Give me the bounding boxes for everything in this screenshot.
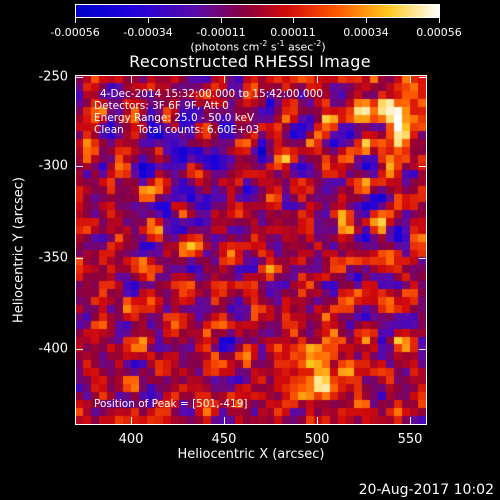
colorbar-tick-label: -0.00011 xyxy=(196,26,246,39)
y-axis-title: Heliocentric Y (arcsec) xyxy=(11,177,27,323)
y-tick-label: -350 xyxy=(38,250,68,266)
y-tick-label: -400 xyxy=(38,341,68,357)
x-tick-label: 550 xyxy=(397,432,423,447)
colorbar-tick-label: 0.00011 xyxy=(270,26,316,39)
peak-position-label: Position of Peak = [501,-419] xyxy=(94,398,248,410)
x-axis-title: Heliocentric X (arcsec) xyxy=(177,447,325,462)
colorbar-tick-label: 0.00056 xyxy=(416,26,462,39)
heatmap-image xyxy=(76,76,426,424)
clean-counts-label: Clean Total counts: 6.60E+03 xyxy=(94,124,260,136)
x-tick-label: 500 xyxy=(304,432,330,447)
detectors-label: Detectors: 3F 6F 9F, Att 0 xyxy=(94,100,229,112)
plot-title: Reconstructed RHESSI Image xyxy=(129,52,371,71)
colorbar-tick-label: 0.00034 xyxy=(343,26,389,39)
footer-timestamp: 20-Aug-2017 10:02 xyxy=(358,482,494,498)
energy-range-label: Energy Range: 25.0 - 50.0 keV xyxy=(94,112,255,124)
y-tick-label: -300 xyxy=(38,158,68,174)
colorbar-tick-label: -0.00034 xyxy=(123,26,173,39)
x-tick-label: 400 xyxy=(118,432,144,447)
colorbar-unit-label: (photons cm-2 s-1 asec-2) xyxy=(190,39,326,54)
x-tick-label: 450 xyxy=(211,432,237,447)
y-tick-label: -250 xyxy=(38,69,68,85)
rhessi-image-plot xyxy=(75,75,427,425)
colorbar xyxy=(75,4,440,18)
time-range-label: 4-Dec-2014 15:32:00.000 to 15:42:00.000 xyxy=(100,88,323,100)
colorbar-tick-label: -0.00056 xyxy=(50,26,100,39)
